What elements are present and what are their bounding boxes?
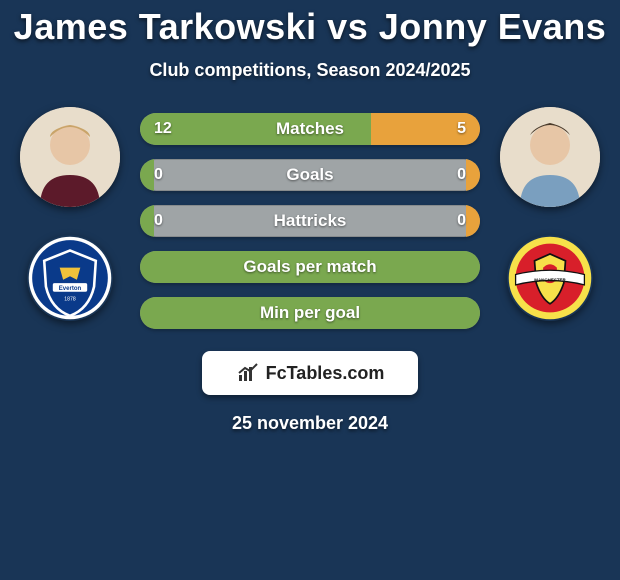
content-row: Everton 1878 125Matches00Goals00Hattrick… — [0, 107, 620, 329]
stat-bar: Min per goal — [140, 297, 480, 329]
bar-left-fill — [140, 113, 371, 145]
right-side: MANCHESTER — [500, 107, 600, 321]
bar-right-fill — [466, 205, 480, 237]
bar-value-right: 0 — [457, 205, 466, 237]
bar-label: Hattricks — [140, 205, 480, 237]
svg-text:MANCHESTER: MANCHESTER — [534, 277, 566, 282]
bar-left-fill — [140, 251, 480, 283]
person-icon — [20, 107, 120, 207]
person-icon — [500, 107, 600, 207]
stat-bars: 125Matches00Goals00HattricksGoals per ma… — [140, 107, 480, 329]
svg-text:1878: 1878 — [64, 296, 76, 302]
attribution-badge: FcTables.com — [202, 351, 418, 395]
bar-left-fill — [140, 297, 480, 329]
stat-bar: Goals per match — [140, 251, 480, 283]
svg-text:Everton: Everton — [59, 286, 82, 292]
bar-right-fill — [371, 113, 480, 145]
stat-bar: 125Matches — [140, 113, 480, 145]
shield-icon: Everton 1878 — [27, 235, 113, 321]
bar-value-right: 0 — [457, 159, 466, 191]
bar-value-left: 0 — [154, 159, 163, 191]
stat-bar: 0 0Goals — [140, 159, 480, 191]
player-avatar-left — [20, 107, 120, 207]
club-badge-left: Everton 1878 — [27, 235, 113, 321]
subtitle: Club competitions, Season 2024/2025 — [0, 60, 620, 81]
player-avatar-right — [500, 107, 600, 207]
left-side: Everton 1878 — [20, 107, 120, 321]
comparison-card: James Tarkowski vs Jonny Evans Club comp… — [0, 0, 620, 580]
date-text: 25 november 2024 — [0, 413, 620, 434]
bar-label: Goals — [140, 159, 480, 191]
bar-value-left: 0 — [154, 205, 163, 237]
chart-icon — [236, 361, 260, 385]
bar-left-fill — [140, 205, 154, 237]
page-title: James Tarkowski vs Jonny Evans — [0, 6, 620, 48]
club-badge-right: MANCHESTER — [507, 235, 593, 321]
attribution-text: FcTables.com — [266, 363, 385, 384]
stat-bar: 0 0Hattricks — [140, 205, 480, 237]
bar-right-fill — [466, 159, 480, 191]
bar-left-fill — [140, 159, 154, 191]
shield-icon: MANCHESTER — [507, 235, 593, 321]
